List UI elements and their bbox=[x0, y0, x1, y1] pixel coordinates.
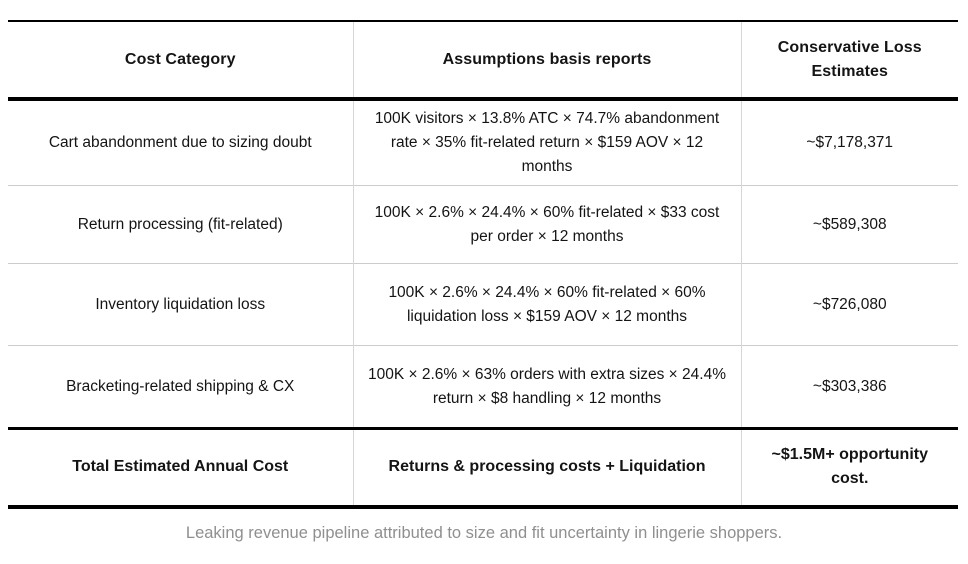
total-assumptions: Returns & processing costs + Liquidation bbox=[352, 428, 741, 507]
cell-assumptions: 100K × 2.6% × 24.4% × 60% fit-related × … bbox=[352, 263, 741, 346]
cell-assumptions: 100K visitors × 13.8% ATC × 74.7% abando… bbox=[352, 99, 741, 186]
header-row: Cost Category Assumptions basis reports … bbox=[8, 21, 958, 99]
header-assumptions: Assumptions basis reports bbox=[352, 21, 741, 99]
table-row: Cart abandonment due to sizing doubt 100… bbox=[8, 99, 958, 186]
figure-caption: Leaking revenue pipeline attributed to s… bbox=[185, 523, 783, 542]
cell-category: Inventory liquidation loss bbox=[95, 295, 266, 313]
header-loss-estimates: Conservative Loss Estimates bbox=[740, 21, 958, 99]
cell-category: Bracketing-related shipping & CX bbox=[66, 377, 295, 395]
total-category: Total Estimated Annual Cost bbox=[72, 458, 289, 476]
cell-estimate: ~$303,386 bbox=[740, 345, 958, 429]
table-body: Cart abandonment due to sizing doubt 100… bbox=[8, 99, 958, 507]
table-row: Inventory liquidation loss 100K × 2.6% ×… bbox=[8, 263, 958, 346]
cell-assumptions: 100K × 2.6% × 24.4% × 60% fit-related × … bbox=[352, 185, 741, 264]
cell-category: Return processing (fit-related) bbox=[77, 215, 283, 233]
total-estimate: ~$1.5M+ opportunity cost. bbox=[740, 428, 958, 507]
table-row: Bracketing-related shipping & CX 100K × … bbox=[8, 345, 958, 429]
cell-estimate: ~$589,308 bbox=[740, 185, 958, 264]
cell-estimate: ~$7,178,371 bbox=[740, 99, 958, 186]
table-total-row: Total Estimated Annual Cost Returns & pr… bbox=[8, 428, 958, 507]
cell-estimate: ~$726,080 bbox=[740, 263, 958, 346]
cell-category: Cart abandonment due to sizing doubt bbox=[48, 134, 312, 151]
table-row: Return processing (fit-related) 100K × 2… bbox=[8, 185, 958, 264]
cell-assumptions: 100K × 2.6% × 63% orders with extra size… bbox=[352, 345, 741, 429]
table-header: Cost Category Assumptions basis reports … bbox=[8, 21, 958, 99]
header-cost-category: Cost Category bbox=[124, 50, 236, 68]
cost-estimates-table: Cost Category Assumptions basis reports … bbox=[8, 20, 958, 509]
